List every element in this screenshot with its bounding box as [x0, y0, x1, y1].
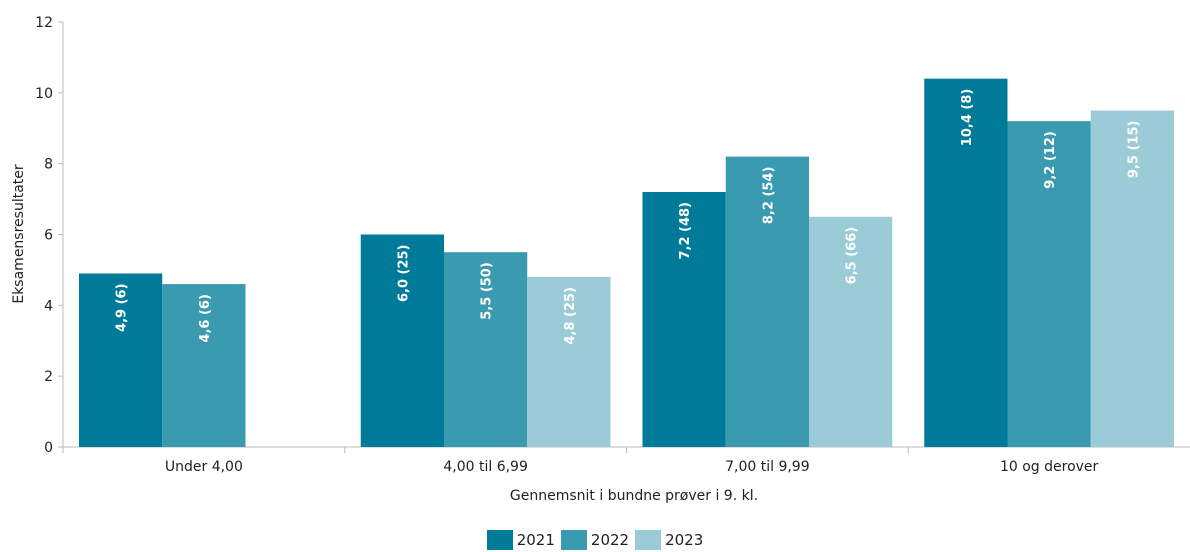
y-tick-label: 2 [44, 369, 53, 385]
data-label: 9,2 (12) [1043, 131, 1058, 189]
bar-2021-3 [642, 192, 726, 447]
legend-swatch [635, 530, 662, 550]
x-axis-title: Gennemsnit i bundne prøver i 9. kl. [510, 488, 758, 504]
legend-item-2022[interactable]: 2022 [560, 530, 630, 550]
legend-label: 2021 [516, 531, 555, 549]
data-label: 7,2 (48) [678, 202, 693, 260]
data-label: 10,4 (8) [960, 89, 975, 147]
legend-swatch [486, 530, 513, 550]
legend: 2021 2022 2023 [0, 530, 1190, 550]
x-tick-label: 4,00 til 6,99 [443, 459, 528, 475]
bar-chart: Eksamensresultater Gennemsnit i bundne p… [11, 15, 1190, 504]
data-label: 9,5 (15) [1126, 121, 1141, 179]
legend-item-2021[interactable]: 2021 [486, 530, 555, 550]
y-tick-label: 0 [44, 440, 53, 456]
legend-label: 2022 [590, 531, 630, 549]
y-tick-label: 8 [44, 157, 53, 173]
bar-2022-4 [1007, 121, 1091, 448]
data-label: 5,5 (50) [480, 262, 495, 320]
y-tick-label: 12 [35, 15, 53, 31]
y-axis-title: Eksamensresultater [11, 164, 27, 304]
data-label: 6,5 (66) [845, 227, 860, 285]
bar-2023-4 [1090, 110, 1174, 448]
y-tick-label: 4 [44, 298, 53, 314]
legend-item-2023[interactable]: 2023 [635, 530, 703, 550]
legend-label: 2023 [665, 531, 704, 549]
bar-2021-1 [79, 273, 163, 447]
data-label: 8,2 (54) [761, 167, 776, 225]
bar-2023-2 [527, 277, 611, 447]
bar-2022-1 [162, 284, 246, 447]
data-label: 4,6 (6) [198, 294, 213, 342]
y-tick-label: 6 [44, 228, 53, 244]
legend-swatch [560, 530, 587, 550]
bar-2022-2 [444, 252, 528, 447]
data-label: 4,9 (6) [115, 283, 130, 331]
bar-2021-2 [360, 234, 444, 447]
x-tick-label: Under 4,00 [165, 459, 243, 475]
y-tick-label: 10 [35, 86, 53, 102]
bar-2022-3 [725, 156, 809, 448]
bar-2021-4 [924, 78, 1008, 448]
data-label: 4,8 (25) [563, 287, 578, 345]
bar-2023-3 [809, 216, 893, 447]
plot-area: 0 2 4 6 8 10 12 Under 4,00 4,9 (6) 4,6 (6) 4,00 ti… [35, 15, 1190, 475]
x-tick-label: 10 og derover [1000, 459, 1099, 475]
data-label: 6,0 (25) [396, 245, 411, 303]
x-tick-label: 7,00 til 9,99 [725, 459, 810, 475]
